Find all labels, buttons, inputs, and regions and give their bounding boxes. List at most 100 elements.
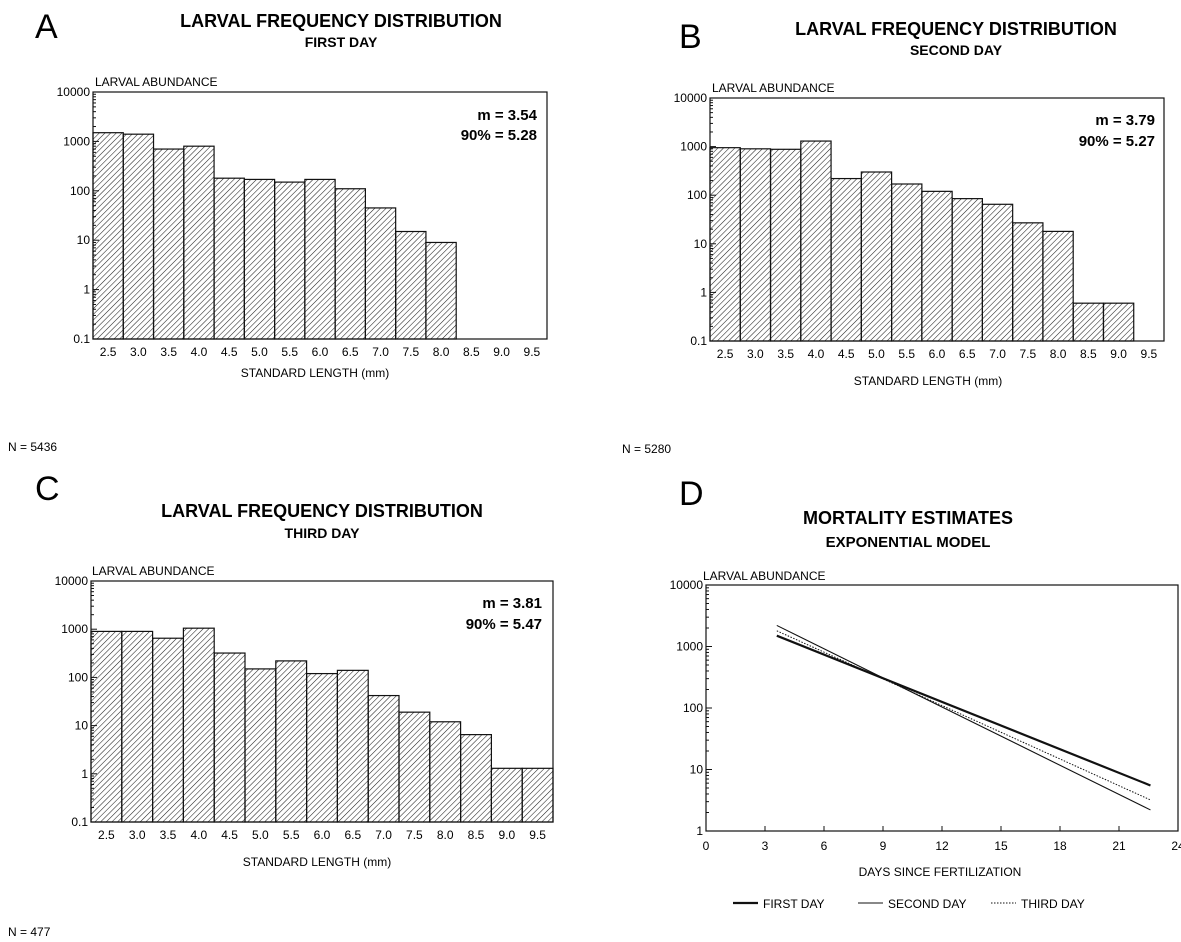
panel-d: D MORTALITY ESTIMATES EXPONENTIAL MODEL … xyxy=(670,475,1181,911)
bar-7-0 xyxy=(981,203,1014,342)
panel-c-annotation-mean: m = 3.81 xyxy=(482,595,542,612)
panel-c-ylabel: LARVAL ABUNDANCE xyxy=(92,564,215,578)
bar-7-5 xyxy=(398,711,431,823)
x-tick-label: 7.0 xyxy=(989,347,1006,361)
bar-5-0 xyxy=(860,171,893,342)
y-tick-label: 1000 xyxy=(676,640,703,654)
x-tick-label: 12 xyxy=(935,839,949,853)
y-tick-label: 100 xyxy=(687,188,707,202)
y-tick-label: 10 xyxy=(694,237,708,251)
x-tick-label: 5.0 xyxy=(868,347,885,361)
bar-3-0 xyxy=(739,148,772,342)
y-tick-label: 100 xyxy=(70,184,90,198)
y-tick-label: 10 xyxy=(77,233,91,247)
y-tick-label: 1000 xyxy=(61,622,88,636)
plot-frame xyxy=(92,91,548,340)
bar-2-5 xyxy=(709,147,741,342)
series-line-first-day xyxy=(776,634,1151,787)
x-tick-label: 8.5 xyxy=(463,345,480,359)
x-tick-label: 2.5 xyxy=(98,828,115,842)
panel-a-n-label: N = 5436 xyxy=(8,440,57,454)
legend-label: THIRD DAY xyxy=(1021,897,1085,911)
panel-a-ylabel: LARVAL ABUNDANCE xyxy=(95,75,218,89)
panel-b-ylabel: LARVAL ABUNDANCE xyxy=(712,81,835,95)
bar-6-0 xyxy=(921,190,953,342)
y-tick-label: 100 xyxy=(683,701,703,715)
x-tick-label: 6.0 xyxy=(312,345,329,359)
panel-d-ylabel: LARVAL ABUNDANCE xyxy=(703,569,826,583)
bar-3-0 xyxy=(122,133,155,340)
bar-2-5 xyxy=(90,630,123,823)
y-tick-label: 10 xyxy=(75,719,89,733)
x-tick-label: 4.5 xyxy=(221,345,238,359)
x-tick-label: 6.0 xyxy=(314,828,331,842)
panel-a-letter: A xyxy=(35,8,58,46)
bar-6-0 xyxy=(304,178,336,340)
x-tick-label: 7.5 xyxy=(1019,347,1036,361)
plot-frame xyxy=(705,584,1179,832)
y-tick-label: 10000 xyxy=(670,578,704,592)
bar-5-5 xyxy=(275,660,308,823)
x-tick-label: 9.5 xyxy=(529,828,546,842)
x-tick-label: 4.0 xyxy=(808,347,825,361)
bar-9-0 xyxy=(1102,302,1135,342)
bar-6-5 xyxy=(951,198,984,342)
x-tick-label: 3.5 xyxy=(160,345,177,359)
x-tick-label: 5.0 xyxy=(251,345,268,359)
panel-b-xlabel: STANDARD LENGTH (mm) xyxy=(854,374,1002,388)
panel-b-annotation-mean: m = 3.79 xyxy=(1095,112,1155,129)
panel-d-legend: FIRST DAY SECOND DAY THIRD DAY xyxy=(733,897,1085,911)
x-tick-label: 3.0 xyxy=(130,345,147,359)
panel-a-xlabel: STANDARD LENGTH (mm) xyxy=(241,366,389,380)
x-tick-label: 8.5 xyxy=(468,828,485,842)
x-tick-label: 9.5 xyxy=(1141,347,1158,361)
panel-b-letter: B xyxy=(679,18,702,56)
x-tick-label: 3.0 xyxy=(747,347,764,361)
bar-3-5 xyxy=(769,148,802,342)
y-tick-label: 1 xyxy=(696,824,703,838)
bar-9-5 xyxy=(521,767,554,823)
panel-b-plot: 0.1 1 10 100 1000 10000 2.5 3.0 3.5 4.0 4.5 5.0 5.5 6… xyxy=(674,91,1165,361)
bar-4-0 xyxy=(182,627,215,823)
bar-5-5 xyxy=(274,181,306,340)
panel-b-n-label: N = 5280 xyxy=(622,442,671,456)
panel-a-annotation-mean: m = 3.54 xyxy=(477,107,537,124)
panel-a-plot: 0.1 1 10 100 1000 10000 2.5 3.0 3.5 4.0 4.5 5.0 5.5 6… xyxy=(57,85,548,359)
x-tick-label: 3 xyxy=(762,839,769,853)
bar-7-5 xyxy=(395,230,427,340)
y-tick-label: 10000 xyxy=(57,85,91,99)
panel-b-subtitle: SECOND DAY xyxy=(910,42,1003,58)
panel-d-plot: 1 10 100 1000 10000 0 3 6 9 12 15 18 21 24 xyxy=(670,578,1181,853)
x-tick-label: 21 xyxy=(1112,839,1126,853)
x-tick-label: 7.0 xyxy=(372,345,389,359)
x-tick-label: 4.5 xyxy=(838,347,855,361)
y-tick-label: 100 xyxy=(68,670,88,684)
panel-d-letter: D xyxy=(679,475,704,513)
series-line-third-day xyxy=(776,630,1151,801)
panel-c-n-label: N = 477 xyxy=(8,925,51,939)
x-tick-label: 9.5 xyxy=(524,345,541,359)
x-tick-label: 6.5 xyxy=(344,828,361,842)
x-tick-label: 5.5 xyxy=(283,828,300,842)
panel-b: B LARVAL FREQUENCY DISTRIBUTION SECOND D… xyxy=(622,18,1165,456)
x-tick-label: 7.5 xyxy=(406,828,423,842)
panel-b-annotation-90: 90% = 5.27 xyxy=(1079,133,1155,150)
panel-c-xlabel: STANDARD LENGTH (mm) xyxy=(243,855,391,869)
bar-4-5 xyxy=(213,652,246,823)
bar-6-5 xyxy=(334,188,366,340)
x-tick-label: 9.0 xyxy=(493,345,510,359)
bar-3-5 xyxy=(152,637,185,823)
x-tick-label: 8.0 xyxy=(433,345,450,359)
x-tick-label: 2.5 xyxy=(100,345,117,359)
bar-4-0 xyxy=(183,145,215,340)
bar-2-5 xyxy=(92,132,124,340)
panel-c-letter: C xyxy=(35,470,60,508)
x-tick-label: 6.5 xyxy=(342,345,359,359)
y-tick-label: 0.1 xyxy=(71,815,88,829)
bar-6-0 xyxy=(306,672,339,823)
x-tick-label: 5.5 xyxy=(281,345,298,359)
plot-frame xyxy=(709,97,1165,342)
y-tick-label: 1 xyxy=(700,285,707,299)
plot-frame xyxy=(90,580,554,823)
